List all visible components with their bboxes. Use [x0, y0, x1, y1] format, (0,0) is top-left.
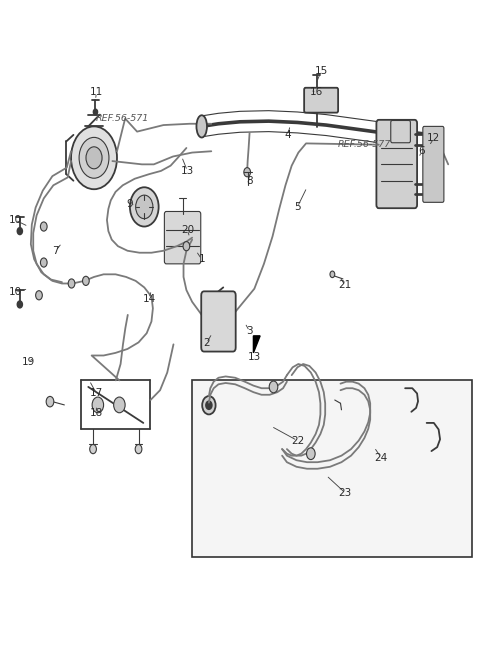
Text: 23: 23: [339, 488, 352, 498]
FancyBboxPatch shape: [201, 291, 236, 352]
Ellipse shape: [196, 115, 207, 138]
Text: 7: 7: [52, 246, 59, 256]
Circle shape: [46, 396, 54, 407]
Circle shape: [136, 195, 153, 218]
Text: 1: 1: [198, 255, 205, 264]
Circle shape: [307, 448, 315, 460]
Circle shape: [183, 241, 190, 251]
Circle shape: [114, 397, 125, 413]
Circle shape: [40, 222, 47, 231]
Circle shape: [17, 301, 22, 308]
Circle shape: [71, 127, 117, 189]
Text: 4: 4: [285, 130, 291, 140]
Circle shape: [40, 258, 47, 267]
Text: 12: 12: [427, 133, 441, 143]
Text: 15: 15: [315, 66, 328, 75]
Text: 20: 20: [181, 225, 194, 235]
Circle shape: [79, 137, 109, 178]
Text: 3: 3: [246, 326, 253, 337]
Circle shape: [135, 445, 142, 454]
Circle shape: [202, 396, 216, 415]
Circle shape: [94, 110, 97, 115]
Text: 10: 10: [9, 287, 22, 297]
Text: 11: 11: [90, 87, 103, 97]
Text: 14: 14: [143, 293, 156, 304]
Circle shape: [86, 147, 102, 169]
Text: 19: 19: [22, 357, 35, 367]
Circle shape: [83, 276, 89, 285]
Text: 22: 22: [291, 436, 304, 445]
Text: 8: 8: [246, 176, 253, 186]
Circle shape: [269, 381, 278, 393]
Text: 13: 13: [181, 166, 194, 176]
Text: 21: 21: [339, 281, 352, 291]
FancyBboxPatch shape: [164, 211, 201, 264]
FancyBboxPatch shape: [304, 88, 338, 113]
FancyBboxPatch shape: [376, 120, 417, 208]
Circle shape: [90, 445, 96, 454]
Text: 16: 16: [310, 87, 323, 97]
Circle shape: [206, 401, 212, 409]
Text: 13: 13: [248, 352, 261, 363]
FancyBboxPatch shape: [423, 127, 444, 202]
Text: 10: 10: [9, 215, 22, 225]
Circle shape: [130, 187, 158, 226]
Text: 17: 17: [90, 388, 103, 398]
Text: 6: 6: [419, 146, 425, 156]
Polygon shape: [253, 336, 260, 353]
Text: 2: 2: [203, 338, 210, 348]
Circle shape: [68, 279, 75, 288]
Circle shape: [17, 228, 22, 234]
Text: 24: 24: [374, 453, 388, 462]
Bar: [192, 380, 472, 557]
Circle shape: [330, 271, 335, 277]
Circle shape: [92, 397, 104, 413]
Circle shape: [244, 168, 251, 176]
Text: 9: 9: [127, 199, 133, 209]
Text: 5: 5: [294, 202, 301, 212]
Text: 18: 18: [90, 408, 103, 418]
FancyBboxPatch shape: [391, 121, 410, 143]
Text: REF.56-571: REF.56-571: [96, 114, 149, 123]
Text: REF.56-577: REF.56-577: [338, 140, 391, 149]
Circle shape: [36, 291, 42, 300]
